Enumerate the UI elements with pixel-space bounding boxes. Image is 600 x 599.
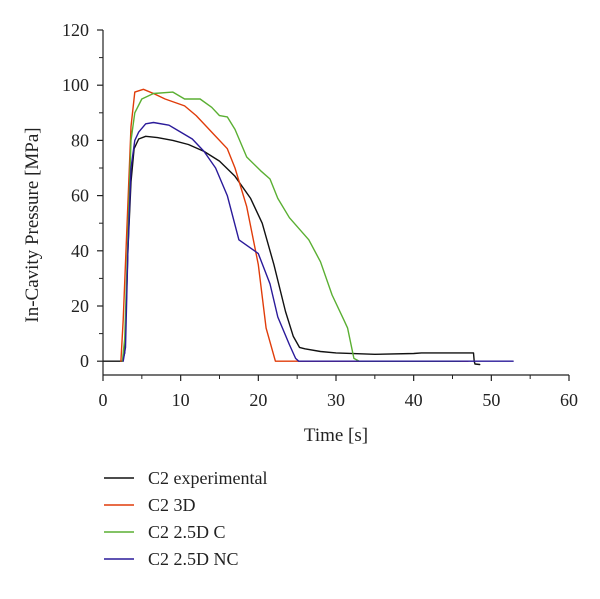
legend: C2 experimental C2 3D C2 2.5D C C2 2.5D NC (104, 468, 267, 569)
x-axis-title: Time [s] (304, 425, 368, 446)
series-line-3 (121, 91, 461, 362)
series-line-2 (120, 88, 469, 362)
x-tick-label: 40 (405, 390, 423, 410)
y-tick-label: 60 (71, 186, 89, 206)
x-tick-label: 0 (99, 390, 108, 410)
y-tick-label: 80 (71, 130, 89, 150)
y-tick-label: 120 (62, 20, 89, 40)
y-tick-label: 20 (71, 296, 89, 316)
x-tick-label: 60 (560, 390, 578, 410)
legend-label: C2 2.5D NC (148, 549, 239, 569)
axes: 0 20 40 60 80 100 120 0 10 20 30 40 50 60 (62, 20, 578, 410)
legend-label: C2 experimental (148, 468, 267, 488)
legend-label: C2 2.5D C (148, 522, 226, 542)
x-tick-label: 20 (249, 390, 267, 410)
y-tick-label: 40 (71, 241, 89, 261)
series-line-4 (122, 121, 514, 362)
y-tick-label: 0 (80, 351, 89, 371)
legend-label: C2 3D (148, 495, 196, 515)
x-tick-label: 10 (172, 390, 190, 410)
series-line-1 (102, 135, 481, 366)
y-axis-title: In-Cavity Pressure [MPa] (22, 127, 43, 322)
series-layer (102, 88, 514, 366)
y-tick-label: 100 (62, 75, 89, 95)
x-tick-label: 30 (327, 390, 345, 410)
x-tick-label: 50 (482, 390, 500, 410)
